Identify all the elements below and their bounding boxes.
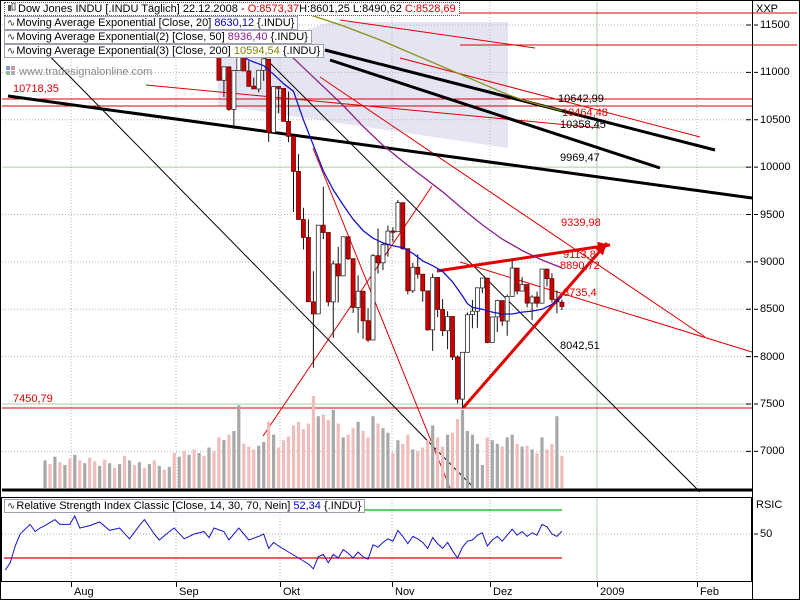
price-label[interactable]: 7450,79 (13, 393, 53, 405)
y-axis-tick-label: 7500 (760, 398, 785, 410)
y-axis-tick-label: 8500 (760, 303, 785, 316)
rsi-suffix: {.INDU} (320, 500, 362, 512)
x-axis-month-label: Feb (700, 586, 719, 598)
symbol-title: Dow Jones INDU [.INDU Täglich] 22.12.200… (18, 3, 248, 15)
y-axis-tick-label: 9500 (760, 208, 785, 221)
high-value: H:8601,25 (299, 3, 350, 15)
price-label[interactable]: 9113,8 (563, 249, 596, 261)
x-axis-month-label: Nov (395, 586, 415, 598)
price-label[interactable]: 10642,99 (558, 93, 604, 105)
rsi-value: 52,34 (293, 500, 321, 512)
ema50-label: Moving Average Exponential(2) [Close, 50… (16, 31, 228, 43)
x-axis-month-label: Dez (493, 586, 513, 598)
y-axis-tick-label: 11000 (760, 66, 790, 79)
y-axis-tick-label: 10000 (760, 161, 791, 174)
price-label[interactable]: 8890,72 (560, 260, 600, 272)
ema200-value: 10594,54 (233, 45, 280, 57)
low-value: L:8490,62 (352, 3, 402, 15)
price-label[interactable]: 9339,98 (561, 217, 601, 229)
price-label[interactable]: 8735,4 (563, 287, 597, 299)
ema20-value: 8630,12 (214, 17, 255, 29)
price-axis-title: XXP (756, 3, 779, 15)
watermark-text: www.tradesignalonline.com (19, 66, 153, 78)
ema20-legend[interactable]: ∿Moving Average Exponential [Close, 20] … (4, 16, 299, 30)
open-value: O:8573,37 (247, 3, 300, 15)
ema20-suffix: {.INDU} (254, 17, 295, 29)
ema200-legend[interactable]: ∿Moving Average Exponential(3) [Close, 2… (4, 44, 325, 58)
ema50-value: 8936,40 (227, 31, 268, 43)
candlestick-series-icon (7, 2, 16, 16)
indicator-wave-icon: ∿ (7, 501, 16, 512)
rsi-legend[interactable]: ∿Relative Strength Index Classic [Close,… (4, 499, 366, 513)
price-label[interactable]: 9969,47 (560, 152, 600, 164)
ema50-suffix: {.INDU} (267, 31, 308, 43)
rsi-line (4, 514, 563, 571)
rsi-label: Relative Strength Index Classic [Close, … (16, 500, 294, 512)
y-axis-tick-label: 7000 (760, 445, 785, 458)
price-label[interactable]: 10718,35 (13, 83, 59, 95)
watermark: www.tradesignalonline.com (6, 66, 152, 79)
ema20-label: Moving Average Exponential [Close, 20] (16, 17, 215, 29)
rsi-axis-tick-label: 50 (760, 528, 773, 540)
x-axis-month-label: Aug (74, 586, 94, 598)
x-axis-month-label: Okt (283, 586, 301, 598)
volume-bars (43, 396, 564, 488)
x-axis-month-label: Sep (179, 586, 199, 598)
y-axis-tick-label: 10500 (760, 113, 791, 126)
indicator-wave-icon: ∿ (7, 32, 16, 43)
price-label[interactable]: 10464,48 (562, 107, 608, 119)
ema50-legend[interactable]: ∿Moving Average Exponential(2) [Close, 5… (4, 30, 312, 44)
ema200-label: Moving Average Exponential(3) [Close, 20… (16, 45, 234, 57)
indicator-wave-icon: ∿ (7, 46, 16, 57)
y-axis-tick-label: 11500 (760, 19, 790, 31)
close-value: C:8528,69 (404, 3, 456, 15)
price-label[interactable]: 10358,45 (560, 119, 606, 131)
y-axis-tick-label: 9000 (760, 255, 785, 268)
y-axis-tick-label: 8000 (760, 350, 785, 363)
x-axis-month-label: 2009 (600, 586, 625, 598)
tradesignal-logo-icon (6, 66, 16, 79)
price-label[interactable]: 8042,51 (560, 340, 600, 352)
ema200-line (263, 1, 563, 112)
rsi-axis-title: RSIC (756, 499, 783, 511)
indicator-wave-icon: ∿ (7, 18, 16, 29)
ema200-suffix: {.INDU} (279, 45, 321, 57)
symbol-legend[interactable]: Dow Jones INDU [.INDU Täglich] 22.12.200… (4, 2, 460, 16)
ema20-line (218, 36, 563, 315)
